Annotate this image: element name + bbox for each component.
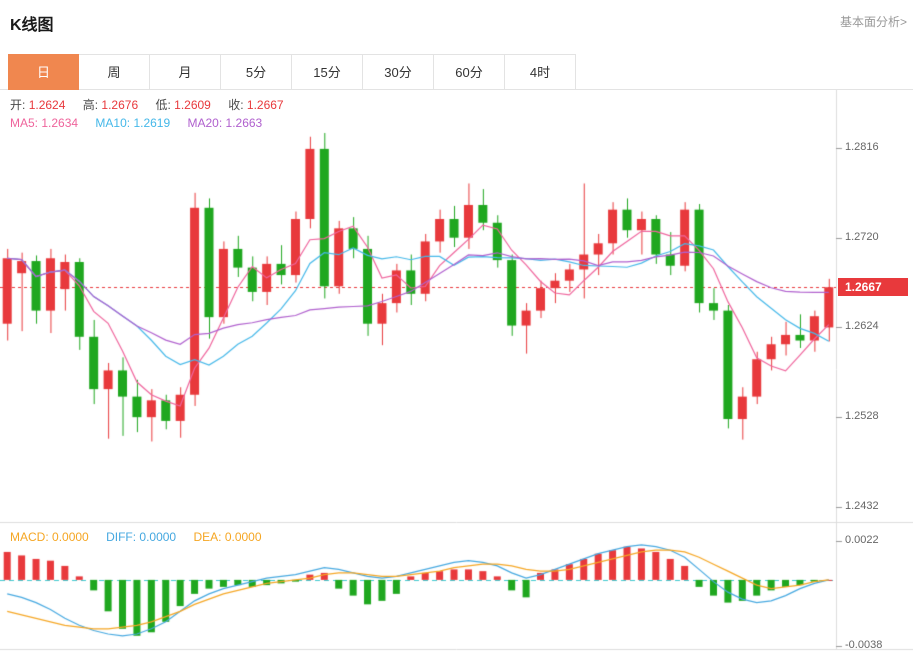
- page-header: K线图 基本面分析>: [0, 0, 913, 54]
- macd-axis-label: 0.0022: [845, 534, 879, 547]
- timeframe-tabbar: 日 周 月 5分 15分 30分 60分 4时: [0, 54, 913, 90]
- ohlc-readout: 开: 1.2624 高: 1.2676 低: 1.2609 收: 1.2667: [10, 96, 298, 113]
- open-label: 开:: [10, 98, 26, 112]
- tab-4hour[interactable]: 4时: [505, 54, 576, 90]
- tab-60min[interactable]: 60分: [434, 54, 505, 90]
- price-axis-label: 1.2816: [845, 140, 879, 153]
- tab-month[interactable]: 月: [150, 54, 221, 90]
- page-title: K线图: [10, 17, 54, 34]
- tab-15min[interactable]: 15分: [292, 54, 363, 90]
- high-value: 1.2676: [101, 98, 139, 112]
- dea-value-readout: DEA: 0.0000: [193, 530, 262, 544]
- price-axis-label: 1.2432: [845, 499, 879, 512]
- macd-value-readout: MACD: 0.0000: [10, 530, 89, 544]
- ma10-readout: MA10: 1.2619: [95, 116, 171, 130]
- price-axis-label: 1.2720: [845, 230, 879, 243]
- last-price-tag: 1.2667: [838, 278, 908, 297]
- high-label: 高:: [82, 98, 99, 112]
- macd-readout: MACD: 0.0000 DIFF: 0.0000 DEA: 0.0000: [10, 530, 276, 544]
- diff-value-readout: DIFF: 0.0000: [106, 530, 177, 544]
- kline-canvas[interactable]: [0, 90, 913, 651]
- ma-readout: MA5: 1.2634 MA10: 1.2619 MA20: 1.2663: [10, 116, 276, 130]
- tab-5min[interactable]: 5分: [221, 54, 292, 90]
- close-value: 1.2667: [246, 98, 284, 112]
- open-value: 1.2624: [28, 98, 66, 112]
- close-label: 收:: [228, 98, 244, 112]
- macd-axis-label: -0.0038: [845, 639, 883, 651]
- tab-week[interactable]: 周: [79, 54, 150, 90]
- chart-area: 开: 1.2624 高: 1.2676 低: 1.2609 收: 1.2667 …: [0, 90, 913, 651]
- tab-day[interactable]: 日: [8, 54, 79, 90]
- ma20-readout: MA20: 1.2663: [187, 116, 263, 130]
- price-axis-label: 1.2624: [845, 320, 879, 333]
- low-label: 低:: [155, 98, 171, 112]
- ma5-readout: MA5: 1.2634: [10, 116, 79, 130]
- fundamental-analysis-link[interactable]: 基本面分析>: [839, 15, 907, 29]
- tab-30min[interactable]: 30分: [363, 54, 434, 90]
- price-axis-label: 1.2528: [845, 410, 879, 423]
- low-value: 1.2609: [174, 98, 211, 112]
